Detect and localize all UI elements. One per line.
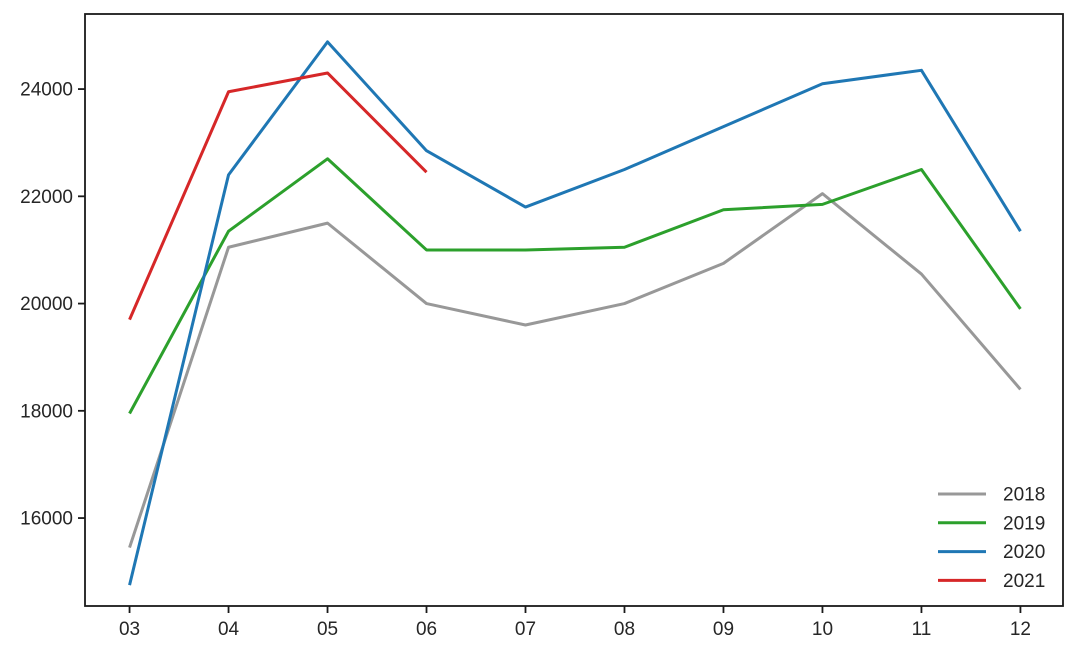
y-tick-label: 20000 [20,294,73,315]
legend-label-2021: 2021 [1003,571,1045,592]
x-tick-label: 04 [218,619,240,640]
series-line-2019 [128,157,1022,415]
x-tick-label: 12 [1010,619,1031,640]
y-tick-label: 22000 [20,187,73,208]
legend-label-2018: 2018 [1003,485,1045,506]
plot-border [84,13,1064,607]
y-tick-label: 24000 [20,80,73,101]
x-tick-label: 08 [614,619,635,640]
y-tick-label: 16000 [20,509,73,530]
x-tick-label: 11 [912,619,932,640]
legend-label-2019: 2019 [1003,513,1045,534]
y-tick-label: 18000 [20,401,73,422]
legend-label-2020: 2020 [1003,542,1045,563]
x-tick-label: 09 [713,619,734,640]
x-tick-label: 06 [416,619,437,640]
x-tick-label: 10 [812,619,833,640]
series-line-2021 [128,71,428,321]
x-tick-label: 05 [317,619,338,640]
x-tick-label: 03 [119,619,140,640]
series-line-2020 [128,40,1022,586]
series-line-2018 [128,192,1022,549]
x-tick-label: 07 [515,619,536,640]
